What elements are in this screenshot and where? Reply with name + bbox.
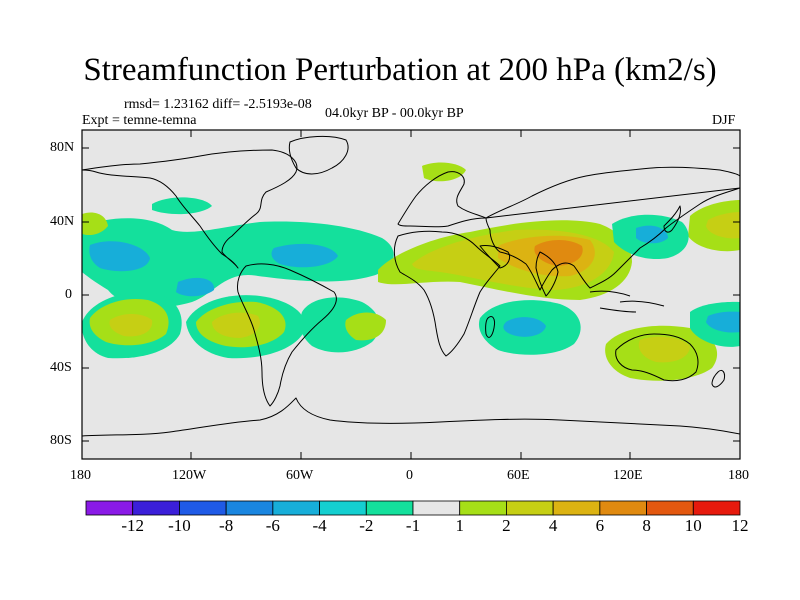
- coast-africa: [393, 230, 501, 357]
- south-atlantic-positive: [345, 312, 386, 341]
- lat-tick-80n: 80N: [50, 140, 75, 155]
- colorbar-box: [132, 500, 180, 516]
- north-atlantic-negative: [152, 197, 212, 215]
- colorbar-box: [179, 500, 227, 516]
- south-america-positive-core: [212, 312, 260, 338]
- colorbar-label: 12: [731, 516, 749, 535]
- north-pacific-positive-core: [706, 212, 740, 239]
- coast-south-america: [237, 263, 337, 407]
- coast-europe: [397, 171, 487, 228]
- south-pacific-positive-core: [109, 314, 153, 337]
- lon-tick-180e: 180: [728, 468, 749, 483]
- lon-tick-120w: 120W: [172, 468, 207, 483]
- figure-title: Streamfunction Perturbation at 200 hPa (…: [83, 52, 717, 88]
- lat-tick-40s: 40S: [50, 360, 72, 375]
- atlantic-negative-core: [89, 241, 150, 272]
- coast-new-zealand: [711, 369, 725, 388]
- colorbar-label: 8: [642, 516, 651, 535]
- colorbar-box: [692, 500, 741, 516]
- caribbean-negative-core: [271, 243, 338, 268]
- colorbar-box: [225, 500, 274, 516]
- period-label: 04.0kyr BP - 00.0kyr BP: [325, 106, 464, 121]
- colorbar-box: [412, 500, 461, 516]
- colorbar-box: [646, 500, 694, 516]
- coast-antarctica: [82, 397, 740, 437]
- scandinavia-positive: [422, 162, 466, 182]
- colorbar-box: [85, 500, 134, 516]
- colorbar-box: [319, 500, 367, 516]
- colorbar-label: -10: [168, 516, 191, 535]
- season-label: DJF: [712, 113, 736, 128]
- west-edge-positive: [82, 212, 108, 236]
- colorbar-label: 1: [455, 516, 464, 535]
- lon-tick-180w: 180: [70, 468, 91, 483]
- colorbar-box: [272, 500, 320, 516]
- coast-greenland: [288, 135, 349, 175]
- coast-asia: [485, 166, 740, 291]
- lat-tick-40n: 40N: [50, 214, 75, 229]
- colorbar-label: -4: [312, 516, 327, 535]
- lon-tick-120e: 120E: [613, 468, 643, 483]
- colorbar-label: -2: [359, 516, 374, 535]
- colorbar-box: [459, 500, 507, 516]
- northwest-pacific-negative-core: [636, 225, 668, 244]
- lat-tick-0: 0: [65, 287, 72, 302]
- coast-arabia: [479, 245, 511, 269]
- coast-madagascar: [485, 315, 495, 338]
- south-asia-positive-core: [534, 240, 583, 266]
- colorbar-box: [365, 500, 414, 516]
- southwest-pacific-negative-core: [706, 311, 740, 333]
- anomaly-field: [82, 162, 740, 381]
- colorbar: [85, 500, 741, 516]
- colorbar-label: 4: [548, 516, 558, 535]
- colorbar-label: 2: [502, 516, 511, 535]
- pacific-negative-core: [176, 277, 215, 297]
- southwest-indian-negative-core: [503, 317, 546, 337]
- experiment-label: Expt = temne-temna: [82, 113, 197, 128]
- colorbar-label: -6: [265, 516, 280, 535]
- map-tick-marks: [82, 130, 740, 459]
- coast-indonesia: [589, 290, 665, 313]
- colorbar-label: -8: [219, 516, 234, 535]
- colorbar-box: [599, 500, 647, 516]
- lon-tick-0: 0: [406, 468, 413, 483]
- colorbar-box: [506, 500, 554, 516]
- coast-japan: [663, 205, 681, 233]
- colorbar-label: -12: [121, 516, 145, 535]
- lat-tick-80s: 80S: [50, 433, 72, 448]
- atlantic-negative-band: [82, 218, 394, 308]
- colorbar-label: 10: [684, 516, 702, 535]
- colorbar-label: -1: [405, 516, 421, 535]
- coastlines: [82, 135, 740, 437]
- colorbar-label: 6: [595, 516, 605, 535]
- lon-tick-60e: 60E: [507, 468, 530, 483]
- lon-tick-60w: 60W: [286, 468, 314, 483]
- stats-text: rmsd= 1.23162 diff= -2.5193e-08: [124, 97, 312, 112]
- coast-india: [535, 251, 559, 297]
- colorbar-box: [552, 500, 601, 516]
- australia-positive-core: [638, 336, 690, 363]
- coast-australia: [615, 333, 699, 382]
- coast-north-america: [82, 149, 298, 269]
